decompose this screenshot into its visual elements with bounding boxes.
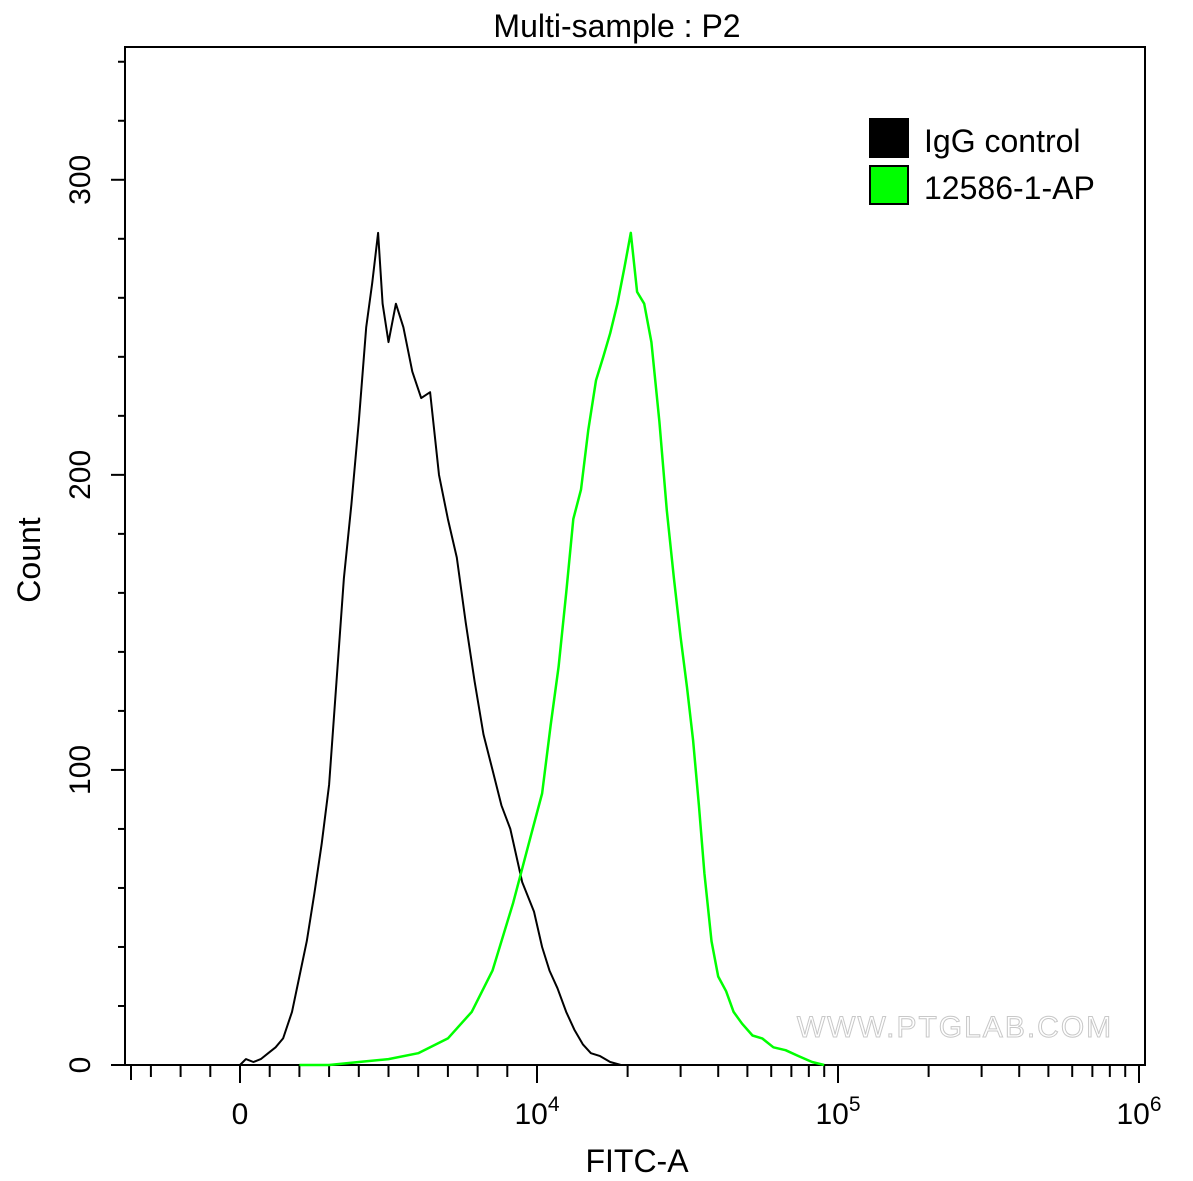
y-axis-label: Count xyxy=(11,517,47,603)
y-tick-label: 0 xyxy=(64,1057,97,1074)
watermark: WWW.PTGLAB.COM xyxy=(797,1011,1113,1044)
x-tick-label: 106 xyxy=(1116,1093,1161,1131)
chart-title: Multi-sample : P2 xyxy=(493,8,740,44)
plot-frame xyxy=(124,46,1146,1066)
y-tick-label: 300 xyxy=(64,155,97,205)
legend: IgG control 12586-1-AP xyxy=(869,118,1095,206)
series-line-12586-1-ap xyxy=(299,231,825,1067)
legend-swatch-igg-control xyxy=(869,118,909,158)
y-tick-label: 200 xyxy=(64,450,97,500)
x-tick-label: 104 xyxy=(514,1093,559,1131)
legend-label-12586-1-ap: 12586-1-AP xyxy=(924,170,1095,206)
x-axis-label: FITC-A xyxy=(585,1143,689,1179)
y-tick-label: 100 xyxy=(64,745,97,795)
legend-swatch-12586-1-ap xyxy=(869,165,909,205)
x-tick-label: 105 xyxy=(815,1093,860,1131)
x-axis: 0 104 105 106 xyxy=(130,1065,1162,1131)
legend-label-igg-control: IgG control xyxy=(924,123,1081,159)
series-layer xyxy=(239,231,825,1067)
x-tick-label: 0 xyxy=(232,1098,249,1131)
series-line-igg-control xyxy=(239,231,622,1066)
y-axis: 0 100 200 300 xyxy=(64,60,125,1074)
